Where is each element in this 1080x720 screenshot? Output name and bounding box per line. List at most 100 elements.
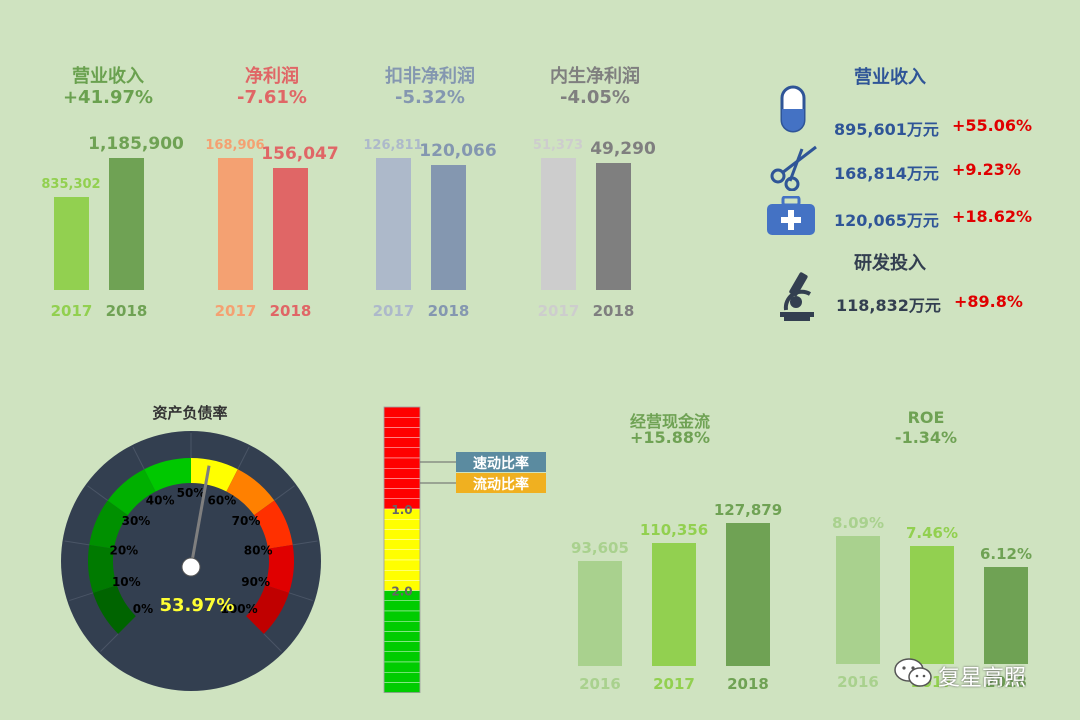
gauge-tick-label: 100%: [221, 602, 258, 616]
bar: [109, 158, 144, 290]
category-label: 2018: [269, 302, 312, 320]
gauge-tick-label: 30%: [122, 514, 151, 528]
revenue-item-3-value: 120,065万元: [834, 211, 939, 230]
bar-value-label: 168,906: [205, 138, 265, 153]
bar-value-label: 6.12%: [979, 545, 1033, 564]
gauge-segment: [88, 544, 117, 593]
bar: [984, 567, 1028, 664]
category-label: 2017: [50, 302, 93, 320]
gauge-separator: [288, 592, 313, 602]
rd-value: 118,832万元: [836, 296, 941, 315]
ratio-cell: [383, 447, 421, 459]
chart-change: -7.61%: [237, 87, 307, 108]
bar: [578, 561, 622, 666]
category-label: 2017: [653, 675, 695, 693]
watermark-text: 复星高照: [938, 666, 1027, 691]
ratio-cell: [383, 457, 421, 469]
ratio-cell: [383, 620, 421, 632]
ratio-tick-label: 2.0: [391, 585, 412, 599]
bar-value-label: 110,356: [639, 520, 709, 539]
ratio-cell: [383, 549, 421, 561]
gauge-needle: [189, 465, 211, 568]
ratio-legend-box: [456, 452, 546, 472]
gauge-separator: [87, 485, 108, 501]
bar: [910, 545, 954, 664]
gauge-tick-label: 90%: [241, 575, 270, 589]
ratio-cell: [383, 641, 421, 653]
gauge-tick-label: 60%: [208, 493, 237, 507]
chart-title: 经营现金流: [629, 412, 710, 431]
gauge-separator: [237, 446, 250, 470]
ratio-cell: [383, 682, 421, 693]
chart-title: 扣非净利润: [385, 66, 475, 87]
gauge-segment: [246, 585, 289, 634]
chart-title: ROE: [907, 408, 945, 427]
gauge-segment: [107, 469, 156, 516]
chart-change: -4.05%: [560, 87, 630, 108]
ratio-legend-label: 速动比率: [473, 455, 529, 472]
revenue-item-3-change: +18.62%: [952, 207, 1033, 226]
bar: [218, 158, 253, 290]
rd-title: 研发投入: [854, 253, 926, 274]
bar-value-label: 93,605: [571, 539, 629, 558]
chart-title: 营业收入: [72, 66, 144, 87]
gauge-tick-label: 70%: [232, 514, 261, 528]
gauge-tick-label: 0%: [133, 602, 153, 616]
gauge-separator: [100, 633, 119, 652]
gauge-separator: [69, 592, 94, 602]
ratio-cell: [383, 631, 421, 642]
gauge-segment: [226, 469, 275, 516]
gauge-tick-label: 40%: [146, 493, 175, 507]
gauge-separator: [64, 540, 90, 546]
bar-value-label: 49,290: [590, 139, 656, 160]
gauge-tick-label: 50%: [177, 486, 206, 500]
revenue-item-2-change: +9.23%: [952, 160, 1021, 179]
gauge-separator: [263, 633, 282, 652]
bar: [54, 197, 89, 290]
chart-change: +41.97%: [62, 87, 154, 108]
ratio-bar-frame: [383, 406, 421, 694]
gauge-segment: [93, 585, 136, 634]
ratio-legend-box: [456, 473, 546, 493]
ratio-cell: [383, 437, 421, 448]
category-label: 2017: [537, 302, 580, 320]
bar: [376, 158, 411, 290]
ratio-legend-label: 流动比率: [473, 476, 529, 493]
ratio-cell: [383, 600, 421, 612]
gauge-segment: [254, 500, 293, 549]
category-label: 2018: [985, 673, 1027, 691]
bar: [652, 542, 696, 666]
bar-value-label: 51,373: [532, 138, 584, 153]
chart-change: +15.88%: [629, 428, 711, 447]
rd-change: +89.8%: [954, 292, 1023, 311]
ratio-cell: [383, 569, 421, 581]
bar-value-label: 120,066: [419, 141, 497, 162]
revenue-panel-title: 营业收入: [854, 67, 926, 88]
medical-kit-icon: [767, 196, 815, 235]
bar-value-label: 7.46%: [905, 523, 959, 542]
bar: [836, 536, 880, 664]
category-label: 2017: [214, 302, 257, 320]
gauge-segment: [89, 500, 128, 549]
bar: [541, 158, 576, 290]
scissors-icon: [770, 145, 817, 191]
ratio-cell: [383, 427, 421, 438]
category-label: 2016: [837, 673, 879, 691]
chart-change: -1.34%: [894, 428, 958, 447]
gauge-value-label: 53.97%: [160, 595, 235, 616]
microscope-icon: [780, 272, 814, 321]
bar: [596, 163, 631, 290]
ratio-cell: [383, 661, 421, 673]
category-label: 2018: [427, 302, 470, 320]
gauge-title: 资产负债率: [152, 404, 228, 422]
ratio-cell: [383, 416, 421, 428]
ratio-cell: [383, 529, 421, 540]
ratio-cell: [383, 559, 421, 571]
capsule-icon: [780, 85, 806, 133]
wechat-icon: [894, 658, 932, 687]
ratio-cell: [383, 468, 421, 479]
chart-title: 净利润: [245, 66, 299, 87]
ratio-cell: [383, 610, 421, 622]
bar-value-label: 8.09%: [831, 514, 885, 532]
